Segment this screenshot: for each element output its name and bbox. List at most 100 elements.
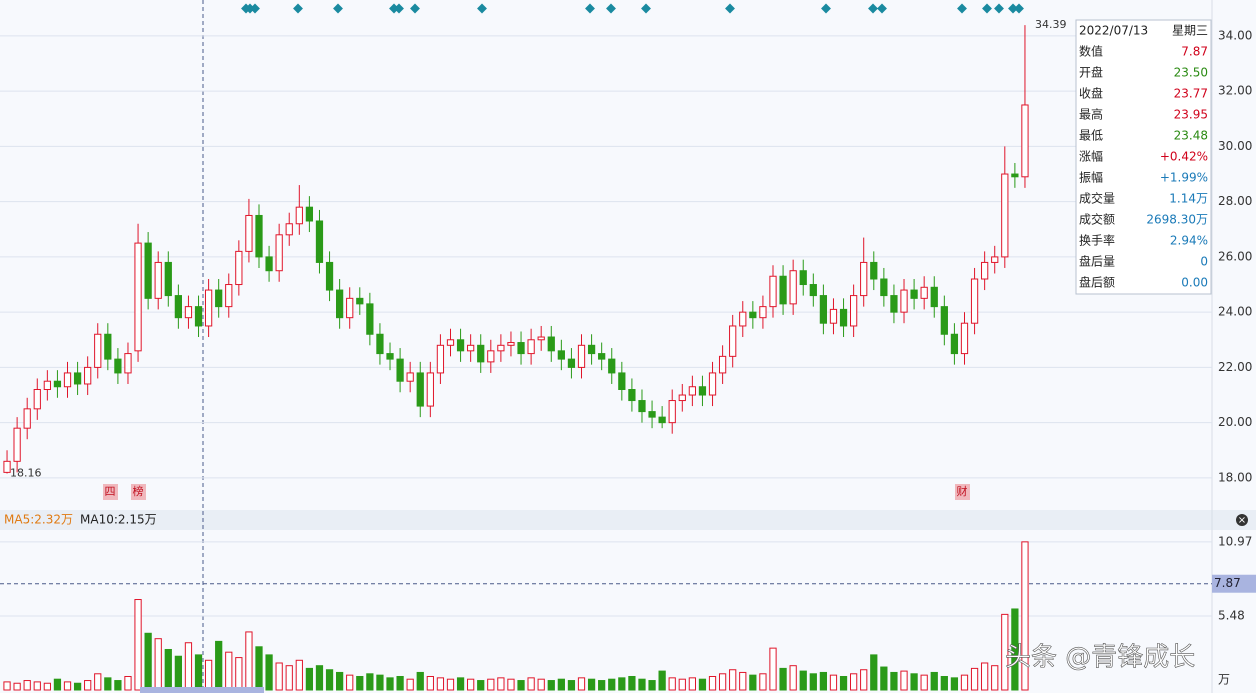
volume-bar (729, 669, 737, 691)
candle-body (275, 234, 283, 272)
candle-body (567, 358, 576, 368)
volume-bar (336, 671, 344, 691)
volume-bar (446, 678, 455, 691)
y-tick-label: 32.00 (1218, 84, 1252, 98)
volume-bar (628, 675, 636, 691)
candle-body (104, 333, 112, 360)
info-label: 换手率 (1079, 233, 1115, 248)
volume-bar (497, 677, 505, 691)
volume-bar (779, 667, 787, 691)
info-label: 成交额 (1079, 212, 1115, 227)
candle-body (870, 261, 878, 280)
volume-bar (255, 646, 263, 691)
candle-body (295, 206, 303, 225)
volume-bar (910, 673, 918, 691)
volume-bar (890, 671, 898, 691)
volume-bar (678, 678, 686, 691)
volume-unit: 万 (1218, 673, 1230, 687)
candle-body (356, 297, 364, 305)
volume-bar (930, 671, 938, 691)
candle-body (940, 306, 948, 335)
candle-body (164, 261, 172, 297)
event-marker (994, 3, 1004, 14)
volume-bar (194, 654, 203, 691)
volume-bar (295, 659, 303, 691)
candle-body (668, 400, 676, 424)
candle-body (235, 250, 243, 286)
candle-body (144, 242, 152, 299)
volume-bar (880, 666, 888, 691)
candle-body (3, 460, 11, 473)
volume-bar (970, 667, 979, 691)
info-value: +0.42% (1160, 150, 1208, 164)
volume-bar (789, 665, 797, 691)
event-marker (877, 3, 887, 14)
volume-bar (718, 673, 727, 691)
ma5-label: MA5:2.32万 (4, 513, 73, 527)
candle-body (991, 256, 999, 263)
volume-bar (53, 678, 62, 691)
event-tag (131, 484, 146, 500)
event-marker (725, 3, 735, 14)
info-value: 23.95 (1174, 108, 1208, 122)
volume-bar (3, 681, 11, 691)
volume-bar (164, 648, 172, 691)
volume-bar (184, 642, 193, 691)
candle-body (799, 270, 807, 286)
volume-bar (215, 640, 223, 691)
candle-body (960, 322, 969, 355)
volume-bar (517, 680, 525, 691)
volume-bar (850, 673, 858, 691)
candle-body (527, 339, 535, 355)
info-value: 23.48 (1174, 129, 1208, 143)
volume-bar (235, 657, 243, 691)
info-value: 0 (1200, 255, 1208, 269)
candle-body (43, 380, 51, 391)
volume-bar (960, 674, 969, 691)
y-tick-label: 20.00 (1218, 415, 1252, 429)
candle-body (33, 389, 41, 410)
volume-bar (225, 651, 233, 691)
volume-bar (648, 680, 656, 691)
volume-cursor-bg (1212, 574, 1256, 593)
info-value: 2.94% (1170, 234, 1208, 248)
candle-body (718, 355, 727, 374)
volume-bar (708, 675, 717, 691)
volume-bar (829, 674, 838, 691)
info-box (1075, 19, 1212, 295)
candle-body (467, 344, 475, 352)
y-tick-label: 24.00 (1218, 305, 1252, 319)
candle-body (446, 339, 455, 346)
labels: 18.00 20.00 22.00 24.00 26.00 28.00 30.00 32.00… (10, 3, 1256, 693)
info-label: 振幅 (1079, 170, 1103, 185)
close-icon[interactable]: × (1238, 515, 1246, 526)
event-marker (641, 3, 651, 14)
close-button[interactable] (1236, 514, 1248, 526)
candle-body (487, 350, 495, 363)
candle-body (547, 336, 555, 352)
volume-bar (799, 670, 807, 691)
candle-body (396, 358, 404, 382)
volume-bar (23, 680, 31, 691)
candle-body (577, 344, 586, 368)
candle-body (829, 308, 838, 324)
volume-bar (567, 680, 576, 691)
volume-bar (265, 654, 273, 691)
info-value: 2698.30万 (1146, 213, 1208, 227)
candle-body (920, 286, 928, 299)
info-value: +1.99% (1160, 171, 1208, 185)
volume-bar (315, 665, 324, 691)
event-marker (868, 3, 878, 14)
candle-body (658, 416, 666, 424)
info-label: 盘后量 (1079, 254, 1115, 269)
candle-body (749, 311, 757, 319)
candle-body (1011, 173, 1019, 178)
volume-bar (346, 674, 354, 691)
candle-body (587, 344, 596, 355)
event-tag-label: 财 (957, 484, 968, 498)
volume-cursor-label: 7.87 (1214, 576, 1241, 590)
volume-bar (275, 662, 283, 691)
candle-body (174, 295, 182, 319)
volume-bar (1001, 613, 1009, 691)
